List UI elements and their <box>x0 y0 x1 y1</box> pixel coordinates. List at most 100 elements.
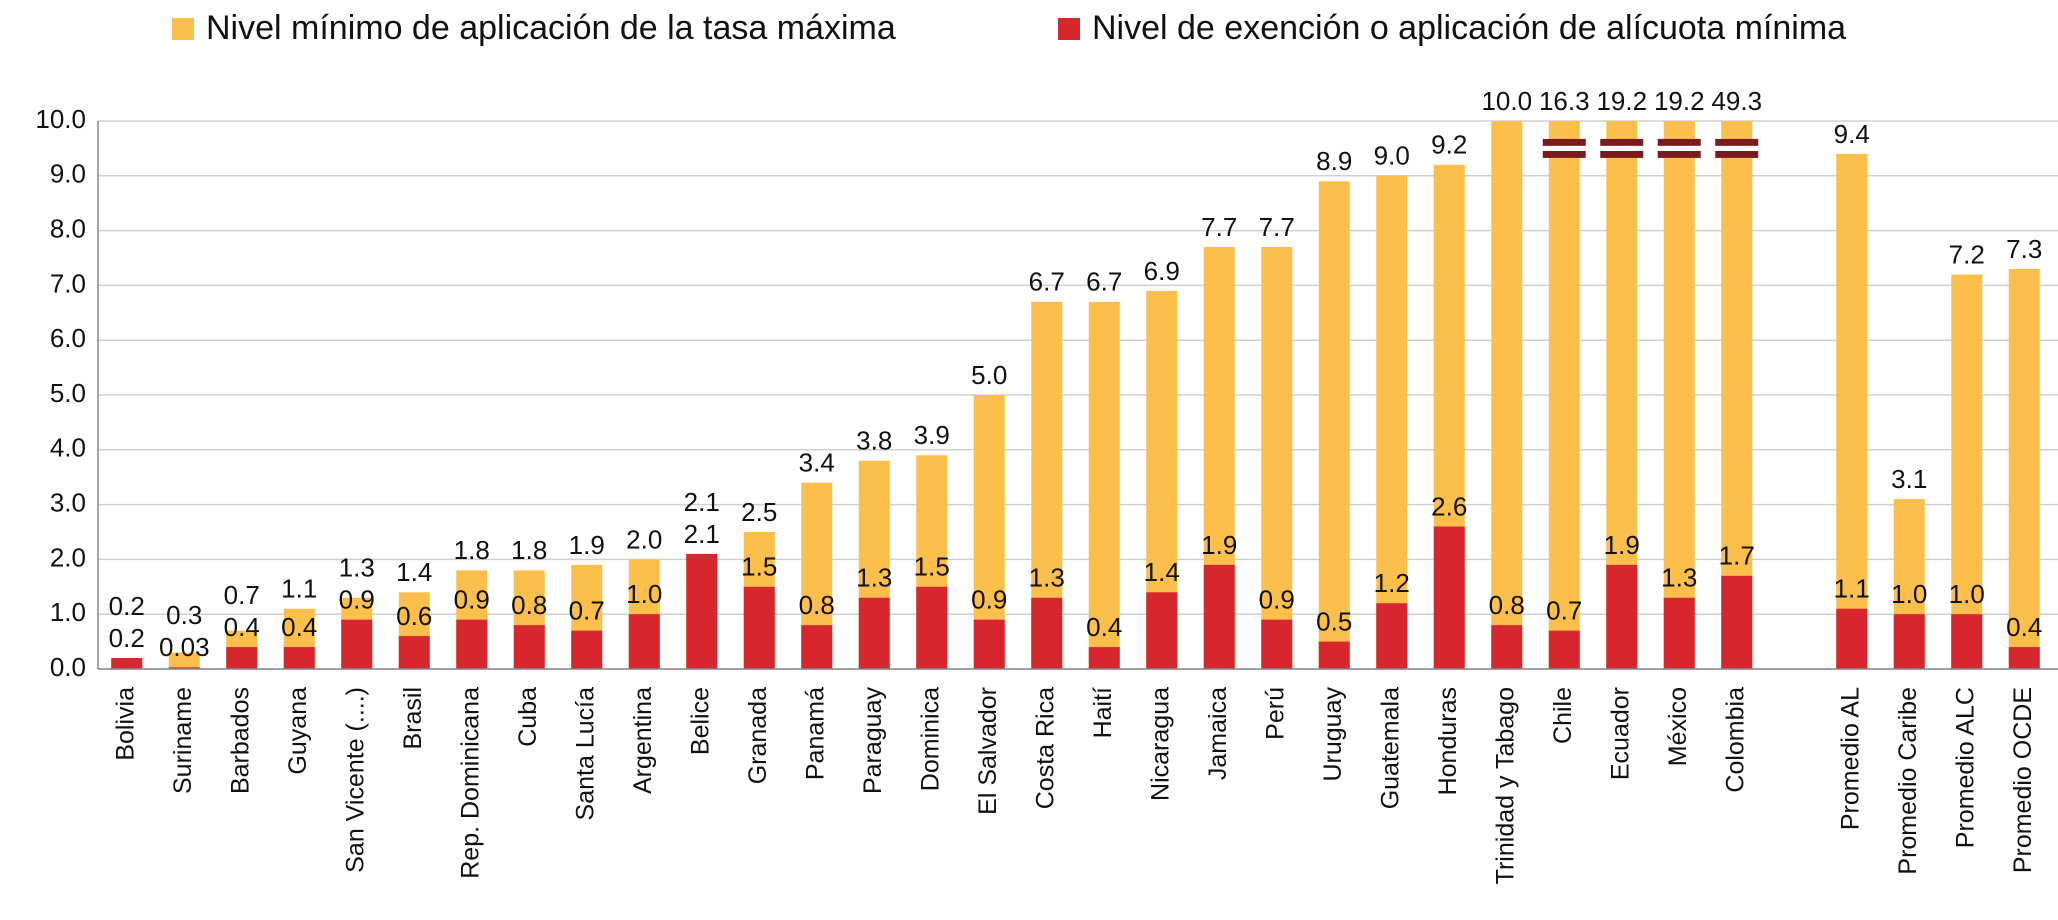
y-tick-label: 5.0 <box>50 378 86 408</box>
data-label: 9.2 <box>1431 130 1467 160</box>
legend-label: Nivel mínimo de aplicación de la tasa má… <box>206 9 896 47</box>
bar <box>1548 121 1580 669</box>
data-label: 0.9 <box>971 585 1007 615</box>
bar <box>398 636 430 669</box>
bar <box>1261 619 1293 669</box>
data-label: 1.0 <box>1891 579 1927 609</box>
overlay: Nivel mínimo de aplicación de la tasa má… <box>35 9 2058 884</box>
bar <box>1721 575 1753 669</box>
legend-swatch <box>172 18 194 40</box>
x-tick-label: Brasil <box>399 687 427 750</box>
bar <box>2008 647 2040 669</box>
bar <box>801 625 833 669</box>
bar <box>1318 641 1350 669</box>
data-label: 16.3 <box>1539 86 1590 116</box>
bar <box>1261 247 1293 670</box>
axis-break <box>1600 138 1644 146</box>
bar <box>1548 630 1580 669</box>
bar <box>456 619 488 669</box>
data-label: 1.7 <box>1719 541 1755 571</box>
data-label: 3.1 <box>1891 464 1927 494</box>
bar <box>1376 175 1408 670</box>
data-label: 1.1 <box>281 574 317 604</box>
bar <box>1836 153 1868 669</box>
data-label: 1.2 <box>1374 568 1410 598</box>
x-tick-label: Panamá <box>801 687 829 780</box>
data-label: 1.3 <box>856 563 892 593</box>
x-tick-label: Uruguay <box>1319 687 1347 782</box>
data-label: 1.3 <box>1029 563 1065 593</box>
data-label: 5.0 <box>971 360 1007 390</box>
y-tick-label: 4.0 <box>50 433 86 463</box>
bar <box>1836 608 1868 669</box>
data-label: 2.6 <box>1431 491 1467 521</box>
data-label: 1.9 <box>1604 530 1640 560</box>
x-tick-label: Suriname <box>169 687 197 794</box>
data-label: 2.1 <box>684 487 720 517</box>
bar <box>628 614 660 669</box>
bar <box>973 619 1005 669</box>
data-label: 1.5 <box>741 552 777 582</box>
x-tick-label: Promedio OCDE <box>2009 687 2037 873</box>
data-label: 0.9 <box>1259 585 1295 615</box>
data-label: 6.7 <box>1029 267 1065 297</box>
data-label: 49.3 <box>1711 86 1762 116</box>
data-label: 0.4 <box>2006 612 2042 642</box>
bar <box>686 553 718 669</box>
data-label: 0.03 <box>159 632 210 662</box>
data-label: 0.7 <box>224 580 260 610</box>
x-tick-label: Trinidad y Tabago <box>1491 687 1519 884</box>
bar <box>111 658 143 669</box>
data-label: 0.8 <box>799 590 835 620</box>
legend-label: Nivel de exención o aplicación de alícuo… <box>1092 9 1846 47</box>
bar <box>513 625 545 669</box>
data-label: 3.4 <box>799 448 835 478</box>
bar <box>1146 592 1178 669</box>
axis-break <box>1715 150 1759 158</box>
data-label: 0.8 <box>511 590 547 620</box>
data-label: 1.3 <box>1661 563 1697 593</box>
x-tick-label: Jamaica <box>1204 687 1232 780</box>
data-label: 0.7 <box>569 596 605 626</box>
data-label: 0.4 <box>224 612 260 642</box>
data-label: 1.8 <box>511 535 547 565</box>
bar <box>1031 597 1063 669</box>
bar <box>1491 121 1523 669</box>
bar <box>2008 268 2040 669</box>
data-label: 19.2 <box>1596 86 1647 116</box>
bar <box>571 630 603 669</box>
data-label: 7.7 <box>1259 212 1295 242</box>
x-tick-label: Dominica <box>916 687 944 791</box>
x-tick-label: Honduras <box>1434 687 1462 795</box>
legend-swatch <box>1058 18 1080 40</box>
data-label: 8.9 <box>1316 146 1352 176</box>
data-label: 1.0 <box>1949 579 1985 609</box>
bar <box>226 647 258 669</box>
x-tick-label: Guatemala <box>1376 687 1404 809</box>
x-tick-label: Promedio AL <box>1836 687 1864 830</box>
axis-break <box>1657 138 1701 146</box>
x-tick-label: San Vicente (....) <box>341 687 369 873</box>
bar <box>916 586 948 669</box>
data-label: 9.0 <box>1374 141 1410 171</box>
data-label: 1.9 <box>569 530 605 560</box>
data-label: 1.0 <box>626 579 662 609</box>
data-label: 7.7 <box>1201 212 1237 242</box>
axis-break-gap <box>1715 145 1759 151</box>
data-label: 1.9 <box>1201 530 1237 560</box>
x-tick-label: Haití <box>1089 687 1117 738</box>
x-tick-label: Colombia <box>1721 687 1749 793</box>
data-label: 7.2 <box>1949 239 1985 269</box>
y-tick-label: 8.0 <box>50 213 86 243</box>
x-tick-label: Paraguay <box>859 687 887 795</box>
bar <box>1951 614 1983 669</box>
x-tick-label: Argentina <box>629 687 657 794</box>
bar <box>858 597 890 669</box>
axis-break <box>1542 150 1586 158</box>
y-tick-label: 10.0 <box>35 104 86 134</box>
x-tick-label: El Salvador <box>974 687 1002 815</box>
axis-break-gap <box>1657 145 1701 151</box>
data-label: 2.5 <box>741 497 777 527</box>
bar <box>1663 597 1695 669</box>
